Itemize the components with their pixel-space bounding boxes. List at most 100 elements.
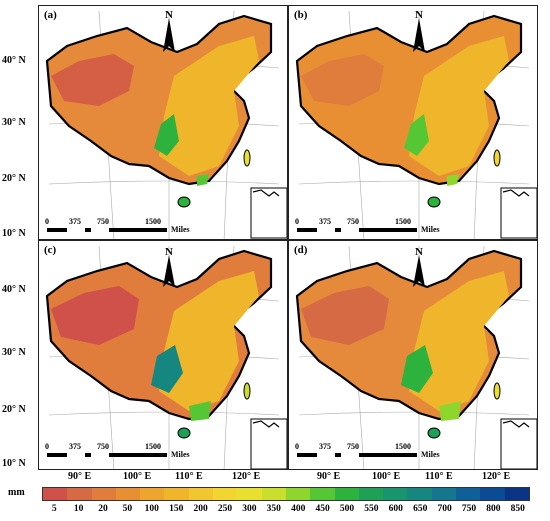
legend-tick-label: 250 <box>217 504 233 514</box>
scale-tick: 375 <box>319 217 331 226</box>
dry-region <box>301 54 384 106</box>
inset-coast <box>502 189 530 197</box>
scale-bar-segment <box>67 453 85 457</box>
lat-label-20n: 20° N <box>2 404 26 415</box>
lat-label-40n: 40° N <box>2 55 26 66</box>
scale-tick: 375 <box>319 442 331 451</box>
legend-tick-label: 500 <box>339 504 355 514</box>
legend-swatch <box>91 488 116 500</box>
lat-label-40n: 40° N <box>2 284 26 295</box>
scale-bar-segment <box>317 228 335 232</box>
coastal-wet <box>189 401 211 421</box>
lat-label-20n: 20° N <box>2 173 26 184</box>
scale-bar-segment <box>341 453 359 457</box>
east-region <box>159 271 259 411</box>
legend-tick-label: 400 <box>291 504 306 514</box>
inset-coast <box>502 420 530 428</box>
north-arrow-icon <box>163 255 175 287</box>
north-arrow-icon <box>413 18 425 52</box>
coastal-wet <box>447 174 459 186</box>
scale-tick: 375 <box>69 217 81 226</box>
scale-bar-segment <box>91 453 109 457</box>
hainan-island <box>177 427 191 439</box>
inset-coast <box>252 189 280 197</box>
legend-tick-label: 600 <box>388 504 403 514</box>
lon-label-100e: 100° E <box>123 471 152 482</box>
scale-unit: Miles <box>421 225 440 234</box>
legend-tick-label: 20 <box>98 504 108 514</box>
legend-tick-label: 5 <box>51 504 57 514</box>
scale-tick: 1500 <box>395 442 411 451</box>
legend-swatch <box>261 488 286 500</box>
north-arrow-label: N <box>165 246 173 258</box>
coastal-wet <box>439 401 461 421</box>
legend-swatch <box>431 488 457 500</box>
lon-label-120e: 120° E <box>232 471 261 482</box>
lon-label-120e: 120° E <box>482 471 511 482</box>
color-legend <box>42 487 530 501</box>
hainan-island <box>427 196 441 208</box>
legend-swatch <box>213 488 238 500</box>
lat-label-10n: 10° N <box>2 228 26 239</box>
legend-tick-label: 150 <box>169 504 184 514</box>
coastal-wet <box>197 174 209 186</box>
scale-tick: 0 <box>45 442 49 451</box>
panel-label: (c) <box>44 244 57 256</box>
map-canvas: N 0 375 750 1500 Miles <box>45 9 287 239</box>
scale-tick: 1500 <box>145 442 161 451</box>
legend-swatch <box>237 488 262 500</box>
scale-bar-segment <box>67 228 85 232</box>
map-canvas: N 0 375 750 1500 Miles <box>295 9 537 239</box>
scale-unit: Miles <box>171 225 190 234</box>
legend-swatch <box>358 488 384 500</box>
legend-swatch <box>115 488 141 500</box>
legend-swatch <box>334 488 359 500</box>
lon-label-90e: 90° E <box>68 471 92 482</box>
lat-label-10n: 10° N <box>2 458 26 469</box>
inset-coast <box>252 420 280 428</box>
scale-tick: 750 <box>347 217 359 226</box>
legend-tick-label: 350 <box>266 504 281 514</box>
hainan-island <box>427 427 441 439</box>
legend-ticks: 5 10 20 50 100 150 200 250 300 350 400 450 500 550 600… <box>42 504 530 518</box>
legend-tick-label: 300 <box>242 504 257 514</box>
legend-swatch <box>164 488 189 500</box>
north-arrow-icon <box>163 18 175 52</box>
scale-tick: 375 <box>69 442 81 451</box>
scale-unit: Miles <box>171 450 190 459</box>
legend-swatch <box>456 488 481 500</box>
east-region <box>159 36 259 176</box>
legend-tick-label: 10 <box>73 504 84 514</box>
scale-tick: 0 <box>45 217 49 226</box>
scale-bar-segment <box>341 228 359 232</box>
scale-tick: 750 <box>347 442 359 451</box>
taiwan-island <box>493 382 501 400</box>
dry-region <box>301 286 389 345</box>
wet-region <box>154 114 179 156</box>
north-arrow-label: N <box>165 9 173 21</box>
legend-swatch <box>67 488 92 500</box>
scale-tick: 750 <box>97 217 109 226</box>
legend-tick-label: 450 <box>315 504 330 514</box>
wet-region <box>401 345 433 393</box>
taiwan-island <box>243 149 251 167</box>
map-canvas: N 0 375 750 1500 Miles <box>295 245 537 469</box>
legend-swatch <box>188 488 214 500</box>
legend-swatch <box>383 488 408 500</box>
lon-label-90e: 90° E <box>317 471 341 482</box>
lon-label-110e: 110° E <box>425 471 453 482</box>
map-panel-b: (b) N 0 375 750 1500 Miles <box>288 5 538 240</box>
map-panel-d: (d) N 0 375 750 1500 Miles <box>288 240 538 470</box>
lon-label-110e: 110° E <box>175 471 203 482</box>
east-region <box>409 36 509 176</box>
map-canvas: N 0 375 750 1500 Miles <box>45 245 287 469</box>
legend-tick-label: 50 <box>122 504 133 514</box>
legend-tick-label: 800 <box>486 504 501 514</box>
legend-swatch <box>407 488 432 500</box>
lat-label-30n: 30° N <box>2 117 26 128</box>
north-arrow-icon <box>413 255 425 287</box>
lon-label-100e: 100° E <box>372 471 401 482</box>
legend-swatch <box>504 488 529 500</box>
scale-bar-segment <box>91 228 109 232</box>
legend-tick-label: 700 <box>437 504 452 514</box>
